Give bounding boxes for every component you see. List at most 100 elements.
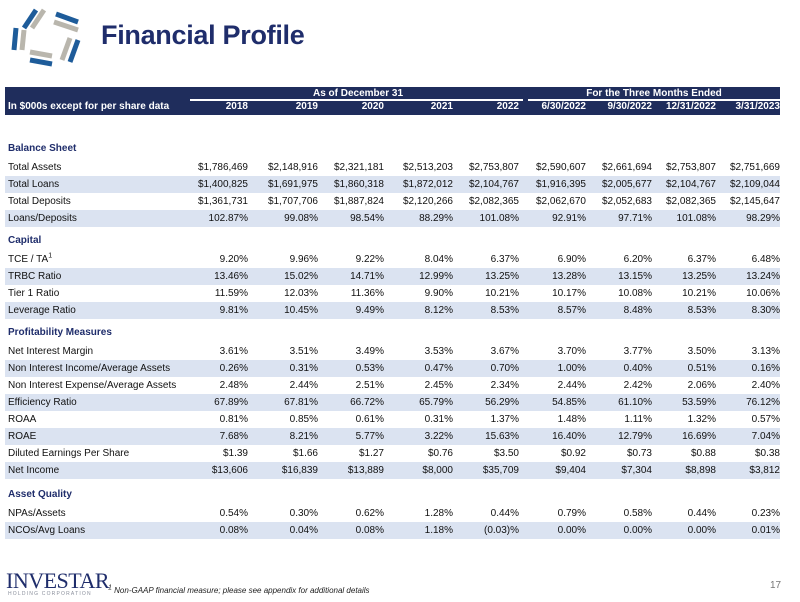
table-row: Non Interest Income/Average Assets 0.26% 0…: [5, 360, 780, 377]
column-header: 2019: [295, 101, 318, 112]
cell-value: 92.91%: [552, 213, 586, 224]
cell-value: 66.72%: [350, 397, 384, 408]
section-heading: Balance Sheet: [8, 143, 77, 154]
cell-value: $16,839: [281, 465, 318, 476]
cell-value: 1.48%: [557, 414, 586, 425]
cell-value: 0.40%: [623, 363, 652, 374]
row-label: Tier 1 Ratio: [8, 288, 60, 299]
cell-value: 76.12%: [746, 397, 780, 408]
table-row: Total Deposits $1,361,731 $1,707,706 $1,887…: [5, 193, 780, 210]
cell-value: 3.77%: [623, 346, 652, 357]
cell-value: 0.47%: [424, 363, 453, 374]
table-row: Diluted Earnings Per Share $1.39 $1.66 $1.2…: [5, 445, 780, 462]
divider: [528, 99, 780, 101]
divider: [190, 99, 523, 101]
cell-value: 99.08%: [284, 213, 318, 224]
cell-value: $2,753,807: [468, 162, 519, 173]
cell-value: $1.39: [222, 448, 248, 459]
cell-value: $0.38: [754, 448, 780, 459]
cell-value: 0.54%: [219, 508, 248, 519]
cell-value: 9.49%: [355, 305, 384, 316]
cell-value: 8.53%: [490, 305, 519, 316]
cell-value: 10.45%: [284, 305, 318, 316]
cell-value: 8.53%: [687, 305, 716, 316]
cell-value: 10.21%: [485, 288, 519, 299]
column-header: 12/31/2022: [665, 101, 716, 112]
table-row: Loans/Deposits 102.87% 99.08% 98.54% 88.29% 1…: [5, 210, 780, 227]
cell-value: 0.70%: [490, 363, 519, 374]
cell-value: 0.04%: [289, 525, 318, 536]
cell-value: $35,709: [482, 465, 519, 476]
cell-value: 67.89%: [214, 397, 248, 408]
cell-value: $7,304: [621, 465, 652, 476]
table-row: NPAs/Assets 0.54% 0.30% 0.62% 1.28% 0.44% 0.79…: [5, 505, 780, 522]
cell-value: 5.77%: [355, 431, 384, 442]
cell-value: 1.32%: [687, 414, 716, 425]
cell-value: 0.23%: [751, 508, 780, 519]
cell-value: 65.79%: [419, 397, 453, 408]
cell-value: $1,707,706: [267, 196, 318, 207]
cell-value: $1,887,824: [333, 196, 384, 207]
cell-value: 10.21%: [682, 288, 716, 299]
cell-value: 0.31%: [289, 363, 318, 374]
cell-value: 53.59%: [682, 397, 716, 408]
cell-value: 3.22%: [424, 431, 453, 442]
cell-value: 9.22%: [355, 254, 384, 265]
column-header: 2022: [496, 101, 519, 112]
section-heading: Asset Quality: [8, 489, 72, 500]
cell-value: 61.10%: [618, 397, 652, 408]
cell-value: 9.20%: [219, 254, 248, 265]
cell-value: 56.29%: [485, 397, 519, 408]
table-row: Total Assets $1,786,469 $2,148,916 $2,321,1…: [5, 159, 780, 176]
cell-value: 98.29%: [746, 213, 780, 224]
table-row: TRBC Ratio 13.46% 15.02% 14.71% 12.99% 13.25%…: [5, 268, 780, 285]
section-heading: Profitability Measures: [8, 327, 112, 338]
column-header: 2018: [225, 101, 248, 112]
cell-value: 11.59%: [214, 288, 248, 299]
cell-value: $2,321,181: [333, 162, 384, 173]
cell-value: 2.34%: [490, 380, 519, 391]
cell-value: 2.51%: [355, 380, 384, 391]
row-label: Efficiency Ratio: [8, 397, 77, 408]
cell-value: 0.44%: [490, 508, 519, 519]
table-row: NCOs/Avg Loans 0.08% 0.04% 0.08% 1.18% (0.03)…: [5, 522, 780, 539]
cell-value: 0.61%: [355, 414, 384, 425]
cell-value: 10.06%: [746, 288, 780, 299]
cell-value: 11.36%: [350, 288, 384, 299]
cell-value: 12.03%: [284, 288, 318, 299]
cell-value: 3.13%: [751, 346, 780, 357]
cell-value: 6.48%: [751, 254, 780, 265]
cell-value: $1,916,395: [535, 179, 586, 190]
cell-value: 0.00%: [557, 525, 586, 536]
cell-value: 2.45%: [424, 380, 453, 391]
cell-value: $1,691,975: [267, 179, 318, 190]
cell-value: 9.96%: [289, 254, 318, 265]
row-label: TRBC Ratio: [8, 271, 62, 282]
column-header: 3/31/2023: [735, 101, 781, 112]
cell-value: 0.16%: [751, 363, 780, 374]
cell-value: 3.70%: [557, 346, 586, 357]
row-label: ROAE: [8, 431, 37, 442]
table-row: ROAE 7.68% 8.21% 5.77% 3.22% 15.63% 16.40% 12.7…: [5, 428, 780, 445]
cell-value: 8.21%: [289, 431, 318, 442]
table-row: Efficiency Ratio 67.89% 67.81% 66.72% 65.79%…: [5, 394, 780, 411]
cell-value: $1.66: [292, 448, 318, 459]
cell-value: 0.31%: [424, 414, 453, 425]
cell-value: $2,148,916: [267, 162, 318, 173]
cell-value: 1.28%: [424, 508, 453, 519]
column-header: 9/30/2022: [607, 101, 653, 112]
row-label: NPAs/Assets: [8, 508, 66, 519]
cell-value: $2,104,767: [468, 179, 519, 190]
cell-value: 9.90%: [424, 288, 453, 299]
cell-value: 0.00%: [623, 525, 652, 536]
group-header-quarterly: For the Three Months Ended: [586, 88, 722, 99]
cell-value: 14.71%: [350, 271, 384, 282]
table-row: Leverage Ratio 9.81% 10.45% 9.49% 8.12% 8.53%…: [5, 302, 780, 319]
cell-value: 98.54%: [350, 213, 384, 224]
investar-logo-subtext: HOLDING CORPORATION: [8, 591, 92, 597]
cell-value: $1,361,731: [197, 196, 248, 207]
cell-value: $2,120,266: [402, 196, 453, 207]
group-header-annual: As of December 31: [312, 88, 404, 99]
cell-value: 0.57%: [751, 414, 780, 425]
cell-value: 13.25%: [485, 271, 519, 282]
